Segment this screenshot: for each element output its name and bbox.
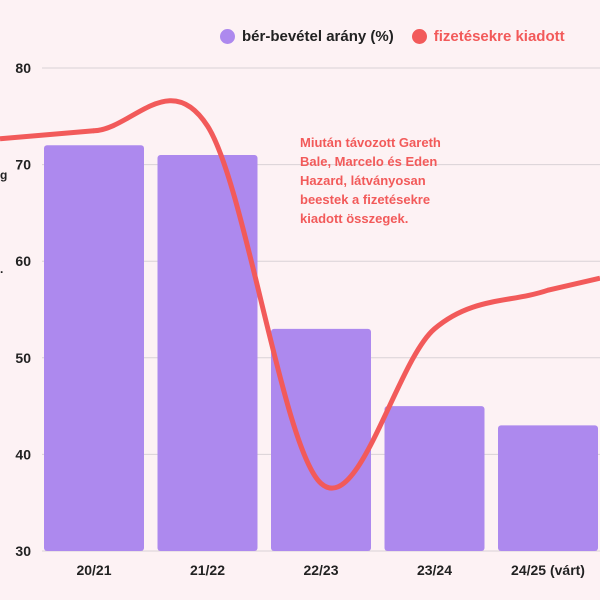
bar — [157, 154, 258, 551]
x-tick-label: 24/25 (várt) — [511, 562, 585, 578]
legend-item-wage-ratio: bér-bevétel arány (%) — [220, 28, 394, 45]
legend-item-salaries: fizetésekre kiadott — [411, 28, 565, 45]
legend-swatch-red — [411, 29, 427, 44]
x-tick-label: 23/24 — [417, 562, 452, 578]
legend-swatch-purple — [220, 29, 235, 44]
y-axis-ticks: 30 40 50 60 70 80 — [15, 60, 31, 559]
y-tick-label: 30 — [15, 543, 31, 559]
legend-label-salaries: fizetésekre kiadott — [433, 28, 565, 45]
cropped-axis-label-fragment: g — [0, 168, 8, 182]
bar-series — [44, 145, 598, 551]
bar — [44, 145, 144, 551]
x-tick-label: 21/22 — [190, 562, 225, 578]
x-tick-label: 22/23 — [303, 562, 338, 578]
line-path-extension — [0, 128, 95, 142]
line-path-extension — [547, 275, 600, 293]
y-tick-label: 70 — [15, 157, 31, 173]
bar — [271, 328, 371, 551]
bar — [498, 425, 598, 551]
y-tick-label: 60 — [15, 253, 31, 269]
legend-label-wage-ratio: bér-bevétel arány (%) — [242, 28, 394, 45]
y-tick-label: 50 — [15, 350, 31, 366]
line-path — [91, 98, 551, 491]
cropped-axis-label-fragment: . — [0, 262, 4, 276]
legend: bér-bevétel arány (%) fizetésekre kiadot… — [220, 28, 565, 45]
bar — [384, 406, 485, 551]
line-series — [0, 98, 600, 491]
y-tick-label: 40 — [15, 446, 31, 462]
chart-annotation: Miután távozott Gareth Bale, Marcelo és … — [300, 135, 441, 226]
y-tick-label: 80 — [15, 60, 31, 76]
x-axis-ticks: 20/21 21/22 22/23 23/24 24/25 (várt) — [76, 562, 584, 578]
x-tick-label: 20/21 — [76, 562, 111, 578]
